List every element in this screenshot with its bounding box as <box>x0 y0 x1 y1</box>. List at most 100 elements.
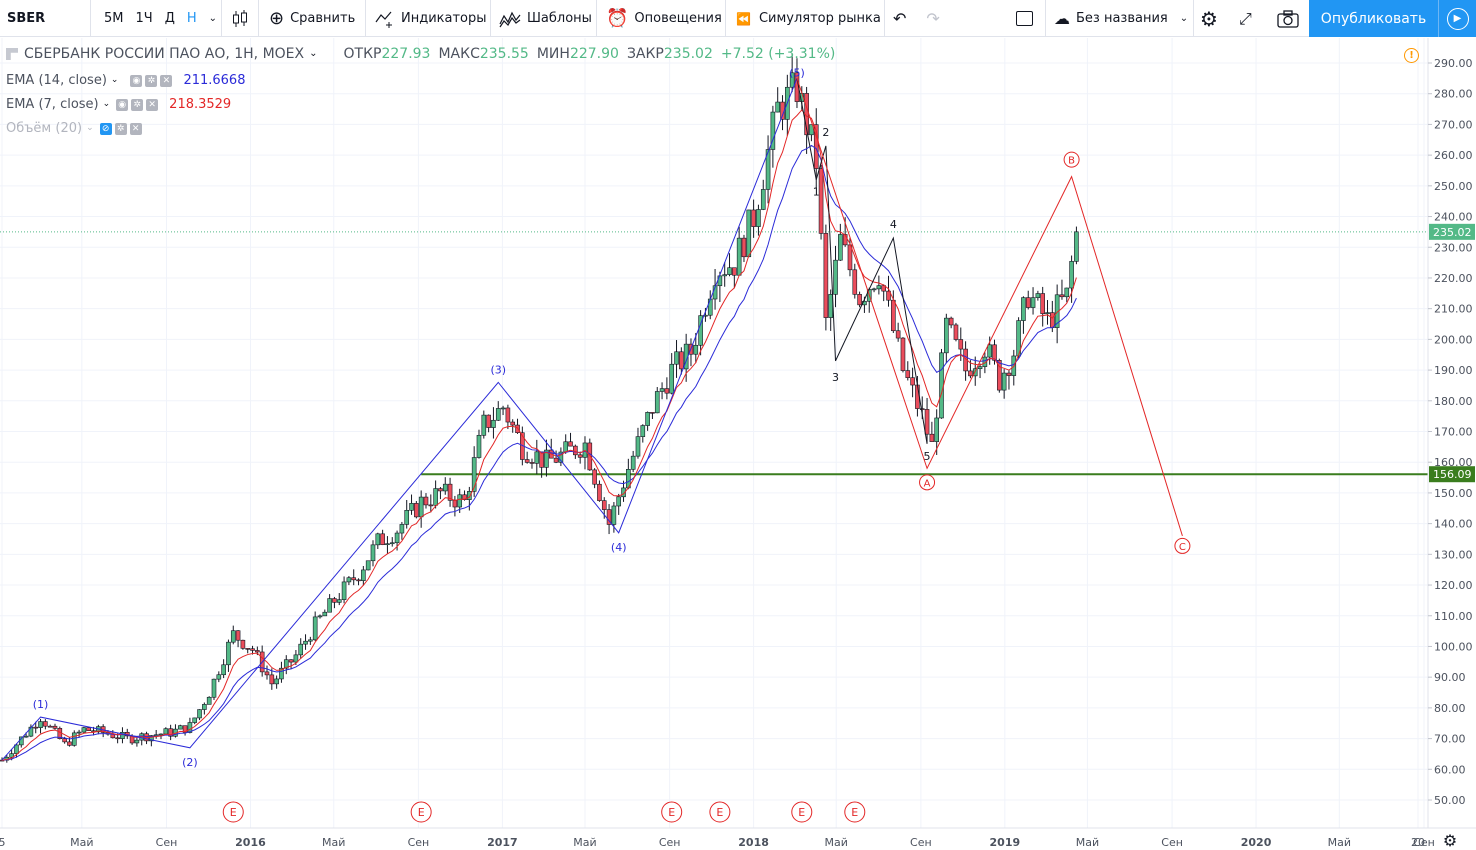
candle-up <box>163 728 169 735</box>
candle-up <box>871 288 877 291</box>
candle-down <box>510 421 516 426</box>
candle-up <box>149 735 154 742</box>
snapshot-button[interactable] <box>1277 0 1299 37</box>
gear-icon[interactable]: ✲ <box>145 74 158 87</box>
time-tick-label: Сен <box>408 836 430 849</box>
interval-d[interactable]: Д <box>164 11 175 26</box>
candle-down <box>915 384 920 409</box>
undo-redo-group: ↶ ↷ <box>893 0 940 37</box>
candle-up <box>370 544 376 562</box>
indicator-row-ema7[interactable]: EMA (7, close) ⌄ ◉ ✲ ✕ 218.3529 <box>6 97 231 112</box>
candle-up <box>153 734 159 737</box>
candle-up <box>81 727 87 733</box>
candle-up <box>298 643 304 656</box>
candle-down <box>1050 312 1055 328</box>
symbol-search[interactable]: SBER <box>7 0 45 37</box>
earnings-event-label: E <box>668 806 675 819</box>
candle-up <box>736 237 742 276</box>
price-axis[interactable]: 290.00 280.00 270.00 260.00 250.00 240.00 230.… <box>1427 38 1476 828</box>
time-tick-label: 20 <box>1411 836 1425 849</box>
price-tick-label: 250.00 <box>1434 180 1473 193</box>
candle-down <box>597 483 602 501</box>
eye-icon[interactable]: ◉ <box>116 98 129 111</box>
time-tick-label: Май <box>573 836 596 849</box>
fullscreen-layout-button[interactable] <box>1016 0 1033 37</box>
close-icon[interactable]: ✕ <box>129 122 142 135</box>
candle-down <box>929 433 935 442</box>
gear-icon[interactable]: ✲ <box>131 98 144 111</box>
minor-wave-label: 1 <box>813 186 820 199</box>
candle-up <box>274 678 279 685</box>
interval-1h[interactable]: 1Ч <box>135 11 153 26</box>
interval-5m[interactable]: 5М <box>104 11 124 26</box>
candle-down <box>992 344 997 361</box>
indicator-row-ema14[interactable]: EMA (14, close) ⌄ ◉ ✲ ✕ 211.6668 <box>6 73 245 88</box>
chevron-down-icon[interactable]: ⌄ <box>110 75 119 85</box>
candle-up <box>211 678 217 698</box>
publish-menu-button[interactable]: ▶ <box>1438 0 1476 37</box>
alerts-button[interactable]: ⏰ Оповещения <box>606 0 722 37</box>
candle-up <box>727 267 732 275</box>
interval-w[interactable]: Н <box>186 11 197 26</box>
candle-up <box>833 259 838 295</box>
plus-circle-icon: ⊕ <box>269 7 285 29</box>
compare-button[interactable]: ⊕ Сравнить <box>269 0 355 37</box>
indicators-button[interactable]: Индикаторы <box>375 0 487 37</box>
time-axis[interactable]: 5 Май Сен 2016 Май Сен 2017 Май Сен 2018 Май Сен 201… <box>0 827 1476 850</box>
settings-button[interactable]: ⚙ <box>1200 0 1218 37</box>
templates-button[interactable]: Шаблоны <box>499 0 592 37</box>
candle-down <box>568 441 573 447</box>
horizontal-line-layer <box>0 231 1428 476</box>
indicator-name: EMA (14, close) <box>6 73 107 88</box>
price-tick-label: 150.00 <box>1434 487 1473 500</box>
change-value: +7.52 (+3.31%) <box>720 46 836 62</box>
market-replay-button[interactable]: ⏪ Симулятор рынка <box>736 0 881 37</box>
chevron-down-icon[interactable]: ⌄ <box>309 48 318 59</box>
indicator-row-volume[interactable]: Объём (20) ⌄ ⊘ ✲ ✕ <box>6 121 145 136</box>
candle-down <box>553 457 559 463</box>
eye-off-icon[interactable]: ⊘ <box>99 122 112 135</box>
time-tick-label: Май <box>70 836 93 849</box>
close-icon[interactable]: ✕ <box>160 74 173 87</box>
eye-icon[interactable]: ◉ <box>130 74 143 87</box>
chevron-down-icon[interactable]: ⌄ <box>102 99 111 109</box>
chevron-down-icon[interactable]: ⌄ <box>86 123 94 133</box>
candle-up <box>404 510 410 525</box>
candle-up <box>838 234 843 261</box>
undo-icon[interactable]: ↶ <box>893 8 907 28</box>
candle-up <box>9 753 14 758</box>
candle-up <box>120 731 125 739</box>
candle-up <box>283 659 289 669</box>
chevron-down-icon[interactable]: ⌄ <box>208 12 218 24</box>
price-chart[interactable]: (1) (2) (3) (4) (5) 1 2 3 4 5 A B C E E E E E E 290.00 280… <box>0 38 1476 850</box>
candle-up <box>312 616 318 641</box>
layout-menu[interactable]: ☁ Без названия ⌄ <box>1054 0 1188 37</box>
candle-down <box>452 500 458 508</box>
symbol-title[interactable]: СБЕРБАНК РОССИИ ПАО АО, 1Н, MOEX <box>24 46 305 62</box>
publish-button[interactable]: Опубликовать <box>1309 0 1438 37</box>
candle-up <box>944 317 949 354</box>
time-tick-label: 2020 <box>1241 836 1272 849</box>
candle-up <box>230 630 236 643</box>
candle-up <box>693 344 699 355</box>
candle-down <box>823 233 829 318</box>
time-tick-label: 5 <box>0 836 6 849</box>
candle-down <box>1025 297 1031 308</box>
corrective-wave-label: C <box>1179 542 1186 553</box>
candle-down <box>958 339 964 350</box>
candle-down <box>905 370 911 378</box>
close-icon[interactable]: ✕ <box>146 98 159 111</box>
fullscreen-button[interactable]: ⤢ <box>1239 0 1252 37</box>
warning-icon[interactable]: ! <box>1404 48 1419 63</box>
redo-icon[interactable]: ↷ <box>926 8 940 28</box>
candle-down <box>52 725 58 729</box>
candle-up <box>471 457 477 492</box>
candle-down <box>91 730 96 733</box>
candle-up <box>760 189 766 210</box>
time-tick-label: 2016 <box>235 836 266 849</box>
chart-type-button[interactable] <box>231 0 249 37</box>
gear-icon[interactable]: ✲ <box>114 122 127 135</box>
candle-down <box>852 269 858 295</box>
rewind-icon: ⏪ <box>736 11 751 26</box>
candle-up <box>481 414 487 436</box>
